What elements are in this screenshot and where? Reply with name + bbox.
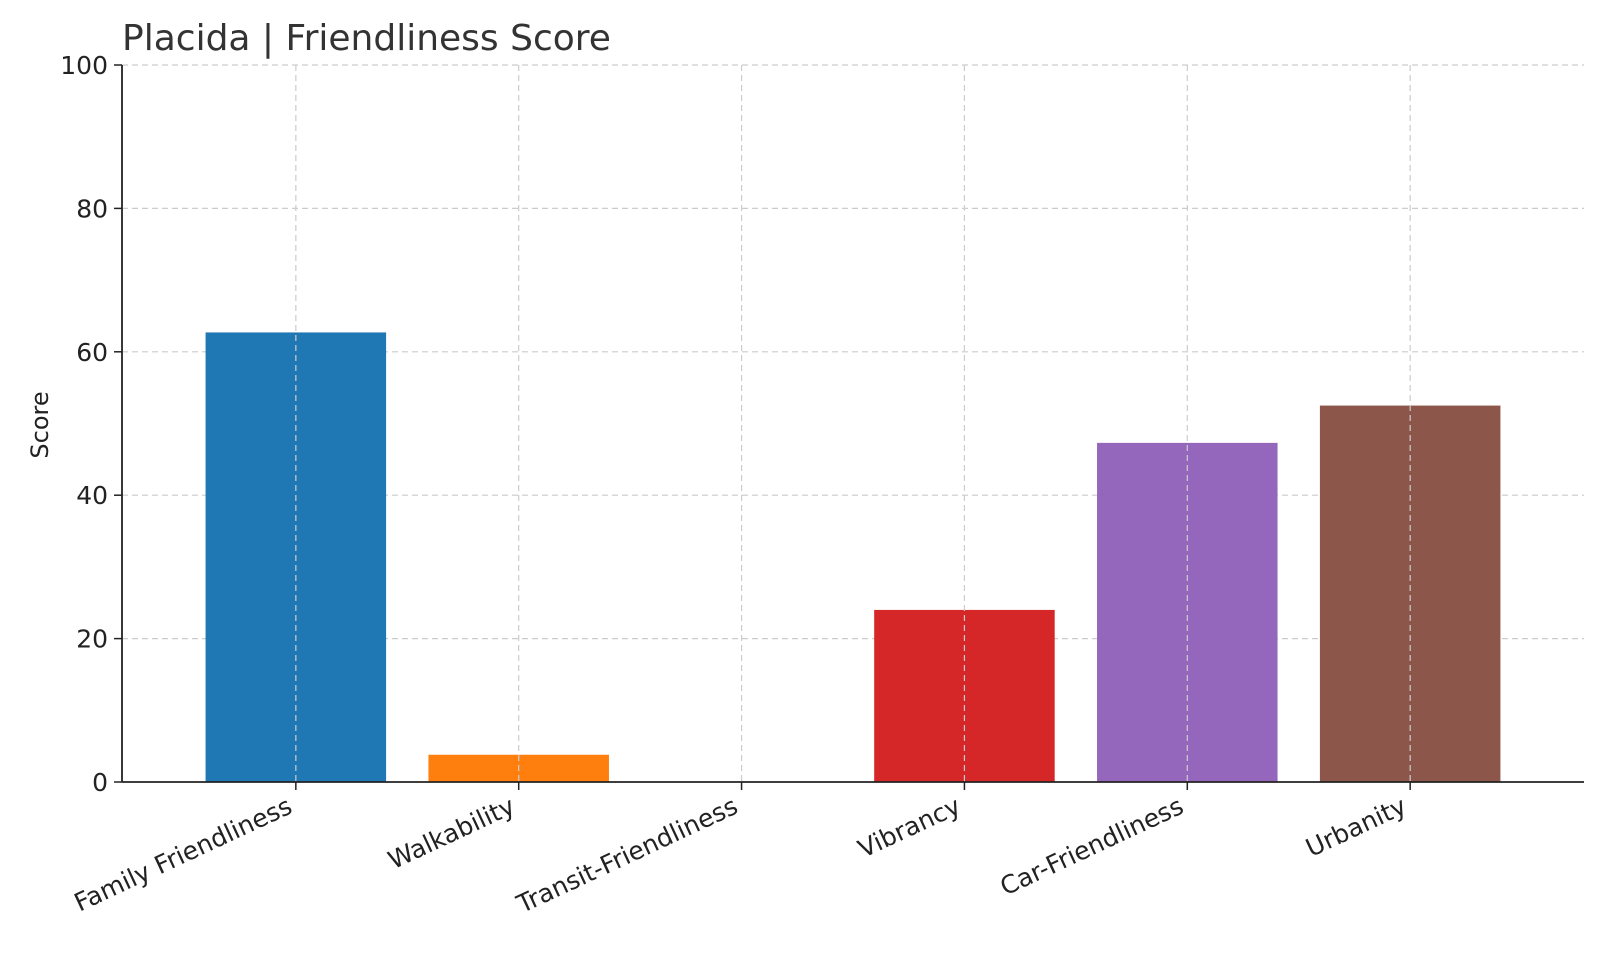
y-axis-label: Score — [26, 391, 54, 458]
y-tick-label: 0 — [92, 768, 108, 797]
y-tick-label: 60 — [76, 338, 108, 367]
x-tick-label: Transit-Friendliness — [512, 791, 743, 919]
bars — [205, 332, 1501, 782]
x-tick-labels: Family Friendliness WalkabilityTransit-Fr… — [70, 791, 1411, 919]
y-tick-label: 100 — [60, 51, 108, 80]
x-tick-label: Vibrancy — [854, 791, 966, 864]
bar-car-friendliness — [1097, 442, 1278, 782]
x-tick-label: Walkability — [384, 791, 520, 875]
x-tick-label: Urbanity — [1301, 791, 1411, 863]
y-tick-label: 80 — [76, 194, 108, 223]
x-tick-label: Family Friendliness — [70, 791, 297, 917]
chart-title: Placida | Friendliness Score — [122, 18, 611, 59]
y-tick-labels: 0 20 40 60 80 100 — [60, 51, 108, 797]
y-tick-label: 20 — [76, 625, 108, 654]
x-tick-label: Car-Friendliness — [996, 791, 1188, 901]
y-tick-label: 40 — [76, 481, 108, 510]
axes — [114, 64, 1584, 790]
